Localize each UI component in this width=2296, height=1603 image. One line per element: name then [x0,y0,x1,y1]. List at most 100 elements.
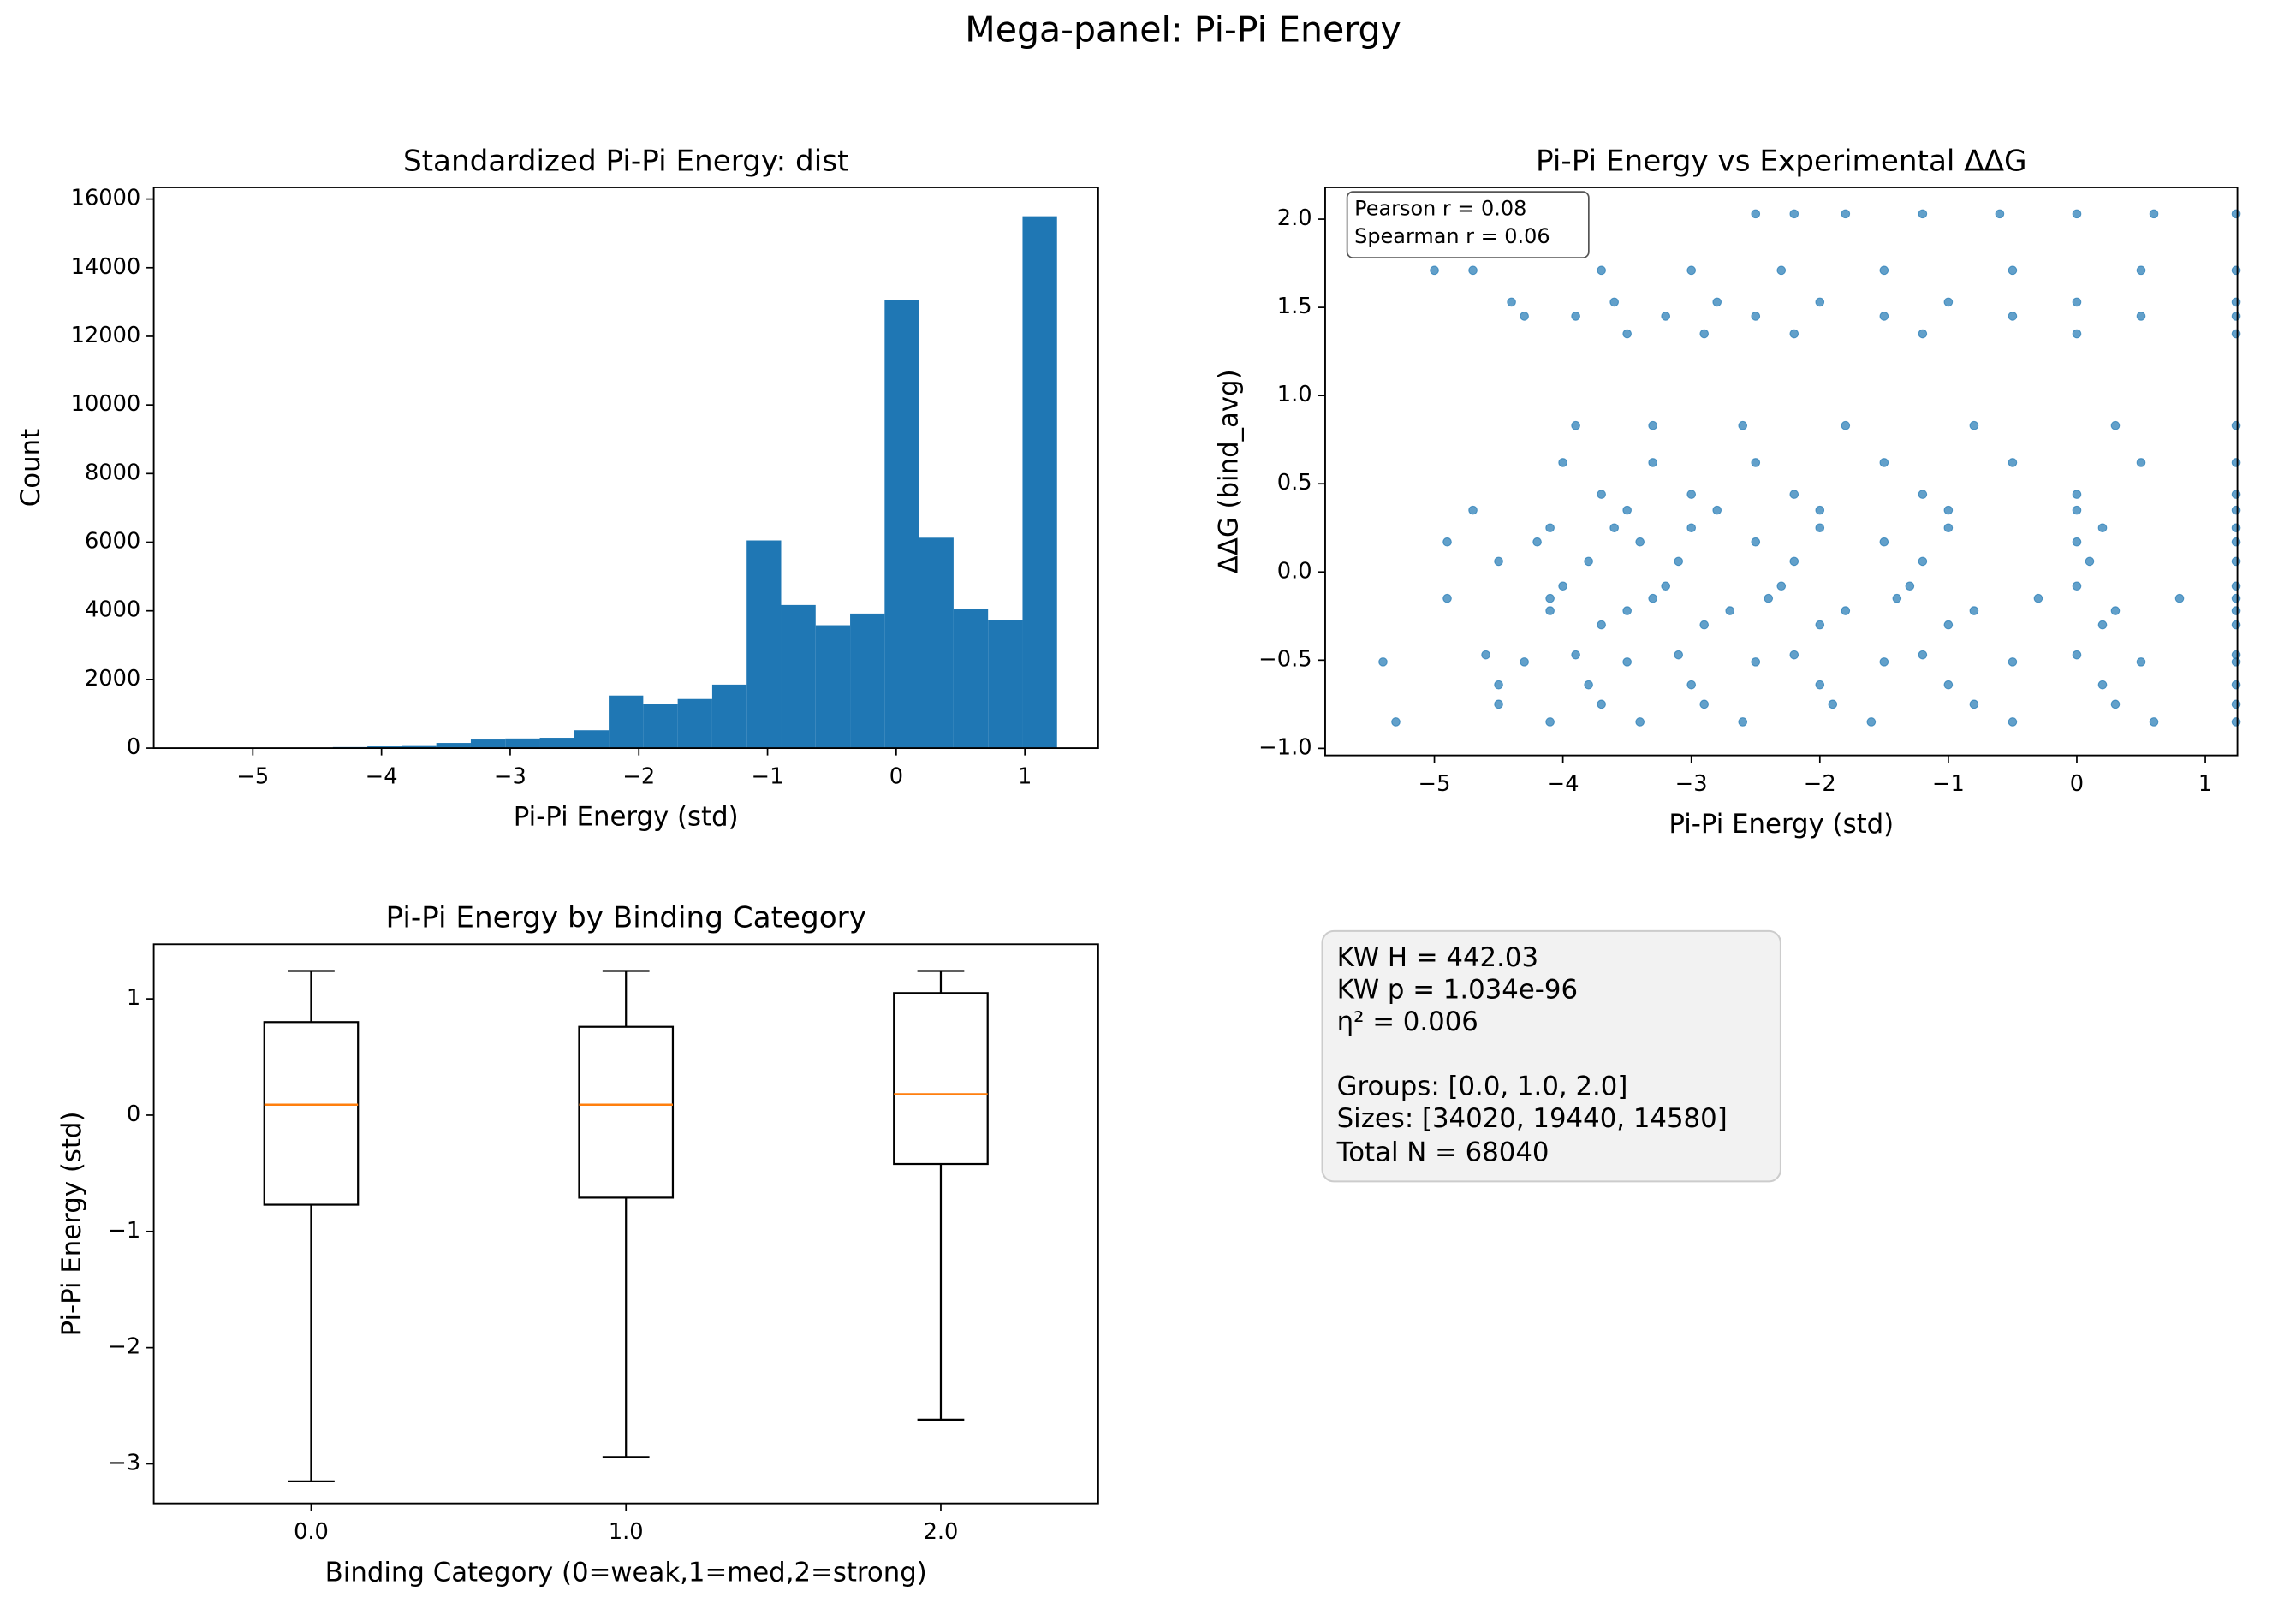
scatter-point [2231,209,2241,219]
scatter-point [1841,420,1851,430]
y-tick-label: 6000 [85,529,140,555]
y-tick-label: 14000 [71,254,141,280]
figure-title: Mega-panel: Pi-Pi Energy [965,9,1401,50]
scatter-point [1622,505,1632,515]
histogram-bar [677,698,712,749]
scatter-point [1815,680,1825,690]
chart-title: Standardized Pi-Pi Energy: dist [403,144,849,178]
scatter-point [2231,593,2241,603]
scatter-point [2008,458,2018,467]
histogram-bar [988,620,1023,749]
histogram-bar [815,625,851,749]
y-tick-label: 1.0 [1277,382,1312,407]
scatter-point [2072,297,2082,307]
scatter-point [1494,556,1503,567]
scatter-point [1969,699,1979,709]
x-tick-label: 1 [1018,763,1032,789]
box [893,992,989,1166]
histogram-bar [505,738,540,749]
scatter-point [1879,312,1889,321]
scatter-point [2008,265,2018,276]
scatter-point [1789,556,1799,567]
scatter-point [2231,699,2241,709]
scatter-point [2136,458,2146,467]
scatter-point [1866,717,1877,727]
scatter-point [1879,458,1889,467]
scatter-point [1879,657,1889,667]
scatter-point [1430,265,1439,276]
x-tick-label: −2 [1804,771,1836,797]
scatter-point [1969,420,1979,430]
annotation-text: Pearson r = 0.08 [1354,197,1526,221]
scatter-point [1442,593,1452,603]
annotation-box [1346,191,1590,258]
scatter-point [2231,458,2241,467]
x-tick-label: −4 [366,763,398,789]
box [578,1025,675,1199]
scatter-point [1545,593,1555,603]
x-tick-label: −4 [1547,771,1579,797]
scatter-point [1943,505,1954,515]
scatter-point [2072,490,2082,499]
scatter-point [1943,680,1954,690]
scatter-point [1699,329,1710,339]
x-tick-label: −1 [752,763,784,789]
scatter-point [1674,650,1684,660]
scatter-point [1597,490,1606,499]
scatter-point [1661,581,1670,591]
scatter-point [1648,420,1657,430]
axes-frame [152,187,1099,750]
scatter-point [2231,680,2241,690]
x-tick-label: −1 [1932,771,1965,797]
y-tick-label: −3 [108,1450,140,1475]
scatter-point [1789,490,1799,499]
chart-title: Pi-Pi Energy by Binding Category [385,901,866,935]
scatter-point [2231,297,2241,307]
histogram-bar [850,613,885,749]
y-tick-label: 2000 [85,666,140,692]
scatter-point [1995,209,2005,219]
scatter-point [1378,657,1388,667]
scatter-point [2072,505,2082,515]
x-tick-label: −3 [494,763,526,789]
y-tick-label: 0.0 [1277,558,1312,584]
stats-line: KW H = 442.03 [1337,942,1538,973]
histogram-bar [367,746,402,749]
scatter-point [1622,606,1632,615]
scatter-point [2231,312,2241,321]
scatter-point [2097,523,2108,533]
scatter-point [1789,650,1799,660]
x-tick-label: 0 [2070,771,2084,797]
scatter-point [2097,620,2108,630]
scatter-point [1571,650,1580,660]
stats-line: KW p = 1.034e-96 [1337,975,1578,1006]
y-tick-label: 0 [127,1101,140,1127]
scatter-point [2231,717,2241,727]
scatter-point [2072,209,2082,219]
y-tick-label: 0 [127,734,140,760]
scatter-point [1943,523,1954,533]
scatter-point [1879,265,1889,276]
x-tick-label: −2 [622,763,655,789]
histogram-bar [884,300,919,749]
scatter-point [1815,523,1825,533]
scatter-point [1468,265,1478,276]
histogram-bar [781,604,816,749]
scatter-point [1520,312,1529,321]
scatter-point [2231,657,2241,667]
x-tick-label: −3 [1675,771,1708,797]
y-tick-label: −1 [108,1218,140,1244]
scatter-point [1879,537,1889,547]
histogram-bar [436,743,471,749]
scatter-point [2231,537,2241,547]
scatter-point [1776,265,1787,276]
scatter-point [1545,717,1555,727]
y-tick-label: 2.0 [1277,205,1312,231]
scatter-point [1622,329,1632,339]
y-tick-label: −2 [108,1334,140,1360]
x-axis-label: Binding Category (0=weak,1=med,2=strong) [325,1557,927,1588]
scatter-point [1609,297,1619,307]
scatter-point [1686,680,1697,690]
histogram-bar [919,537,954,749]
